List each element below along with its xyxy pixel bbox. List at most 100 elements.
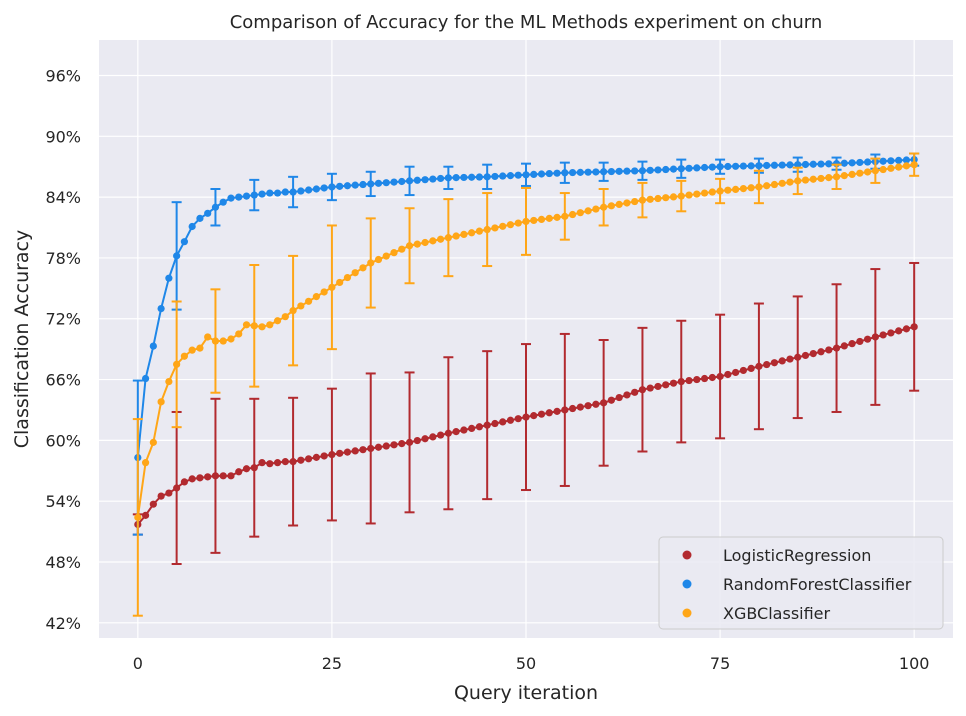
xgbclassifier-point [553,213,561,221]
logisticregression-point [763,360,771,369]
randomforestclassifier-point [180,238,188,246]
randomforestclassifier-point [856,158,864,167]
xgbclassifier-point [382,252,390,260]
logisticregression-point [235,468,243,476]
randomforestclassifier-point [328,183,336,191]
xgbclassifier-point [390,249,398,257]
xgbclassifier-point [576,209,584,217]
xgbclassifier-point [615,200,623,208]
randomforestclassifier-point [359,180,367,189]
logisticregression-point [483,421,491,429]
y-axis-label: Classification Accuracy [11,230,33,449]
series-xgbclassifier [132,152,920,617]
randomforestclassifier-point [607,167,616,176]
randomforestclassifier-point [654,166,662,174]
randomforestclassifier-point [747,162,755,170]
xgbclassifier-point [607,202,616,210]
randomforestclassifier-point [405,177,414,185]
xgbclassifier-point [747,184,755,192]
logisticregression-point [452,428,460,436]
legend-box [658,536,944,630]
randomforestclassifier-point [367,180,375,188]
xgbclassifier-point [491,224,499,232]
xgbclassifier-point [832,173,841,181]
randomforestclassifier-point [297,187,305,195]
logisticregression-point [421,435,429,443]
logisticregression-point [398,439,406,448]
xgbclassifier-point [289,307,297,315]
xgbclassifier-point [522,217,530,226]
logisticregression-point [848,340,856,348]
xgbclassifier-point [848,170,856,178]
logisticregression-point [770,359,779,367]
logisticregression-point [832,344,841,352]
xgbclassifier-point [468,229,476,237]
xgbclassifier-point [778,179,786,187]
legend-label: RandomForestClassifier [723,575,912,594]
xgbclassifier-point [359,264,367,272]
randomforestclassifier-point [382,179,390,187]
randomforestclassifier-point [483,173,491,181]
randomforestclassifier-point [770,161,779,169]
logisticregression-point [615,393,623,402]
logisticregression-point [537,410,546,418]
randomforestclassifier-point [398,177,406,186]
logisticregression-point [708,373,716,382]
randomforestclassifier-point [157,304,165,313]
legend-marker [682,550,692,560]
xgbclassifier-point [444,234,452,242]
logisticregression-point [359,446,367,454]
xgbclassifier-point [864,168,872,176]
randomforestclassifier-point [755,162,763,170]
randomforestclassifier-point [522,171,530,179]
randomforestclassifier-point [374,179,383,187]
xgbclassifier-point [623,199,631,207]
xgbclassifier-point [266,321,274,329]
randomforestclassifier-point [149,342,157,350]
xgbclassifier-point [646,195,654,203]
randomforestclassifier-point [801,160,810,169]
logisticregression-point [902,325,911,333]
data-series [132,152,920,617]
randomforestclassifier-point [227,194,235,202]
xgbclassifier-point [157,398,165,406]
xgbclassifier-point [343,273,352,282]
randomforestclassifier-point [165,274,173,282]
xgbclassifier-point [809,175,817,183]
randomforestclassifier-point [662,165,670,174]
xgbclassifier-point [421,238,429,247]
randomforestclassifier-point [289,188,297,196]
legend-marker [682,608,692,618]
logisticregression-point [879,331,887,339]
randomforestclassifier-point [592,168,600,176]
xgbclassifier-point [351,269,359,277]
randomforestclassifier-point [281,188,289,196]
logisticregression-point [794,353,802,361]
xgbclassifier-point [452,232,460,240]
logisticregression-point [211,472,220,480]
randomforestclassifier-point [444,174,452,182]
logisticregression-point [576,403,584,411]
logisticregression-point [266,460,274,468]
xgbclassifier-point [297,302,305,310]
logisticregression-point [809,349,817,358]
xgbclassifier-point [840,172,848,180]
logisticregression-point [188,475,196,483]
y-tick-label: 72% [45,310,81,329]
randomforestclassifier-point [708,163,716,171]
randomforestclassifier-point [631,167,639,175]
x-tick-label: 50 [516,654,536,673]
logisticregression-point [258,459,266,467]
logisticregression-point [250,464,258,472]
x-tick-label: 25 [322,654,342,673]
xgbclassifier-point [405,242,414,250]
randomforestclassifier-point [537,170,546,178]
randomforestclassifier-point [817,160,825,168]
x-tick-label: 0 [133,654,143,673]
logisticregression-point [755,362,763,370]
xgbclassifier-point [367,259,375,267]
randomforestclassifier-point [895,156,903,165]
randomforestclassifier-point [700,163,709,172]
y-tick-label: 96% [45,66,81,85]
randomforestclassifier-point [211,203,220,211]
